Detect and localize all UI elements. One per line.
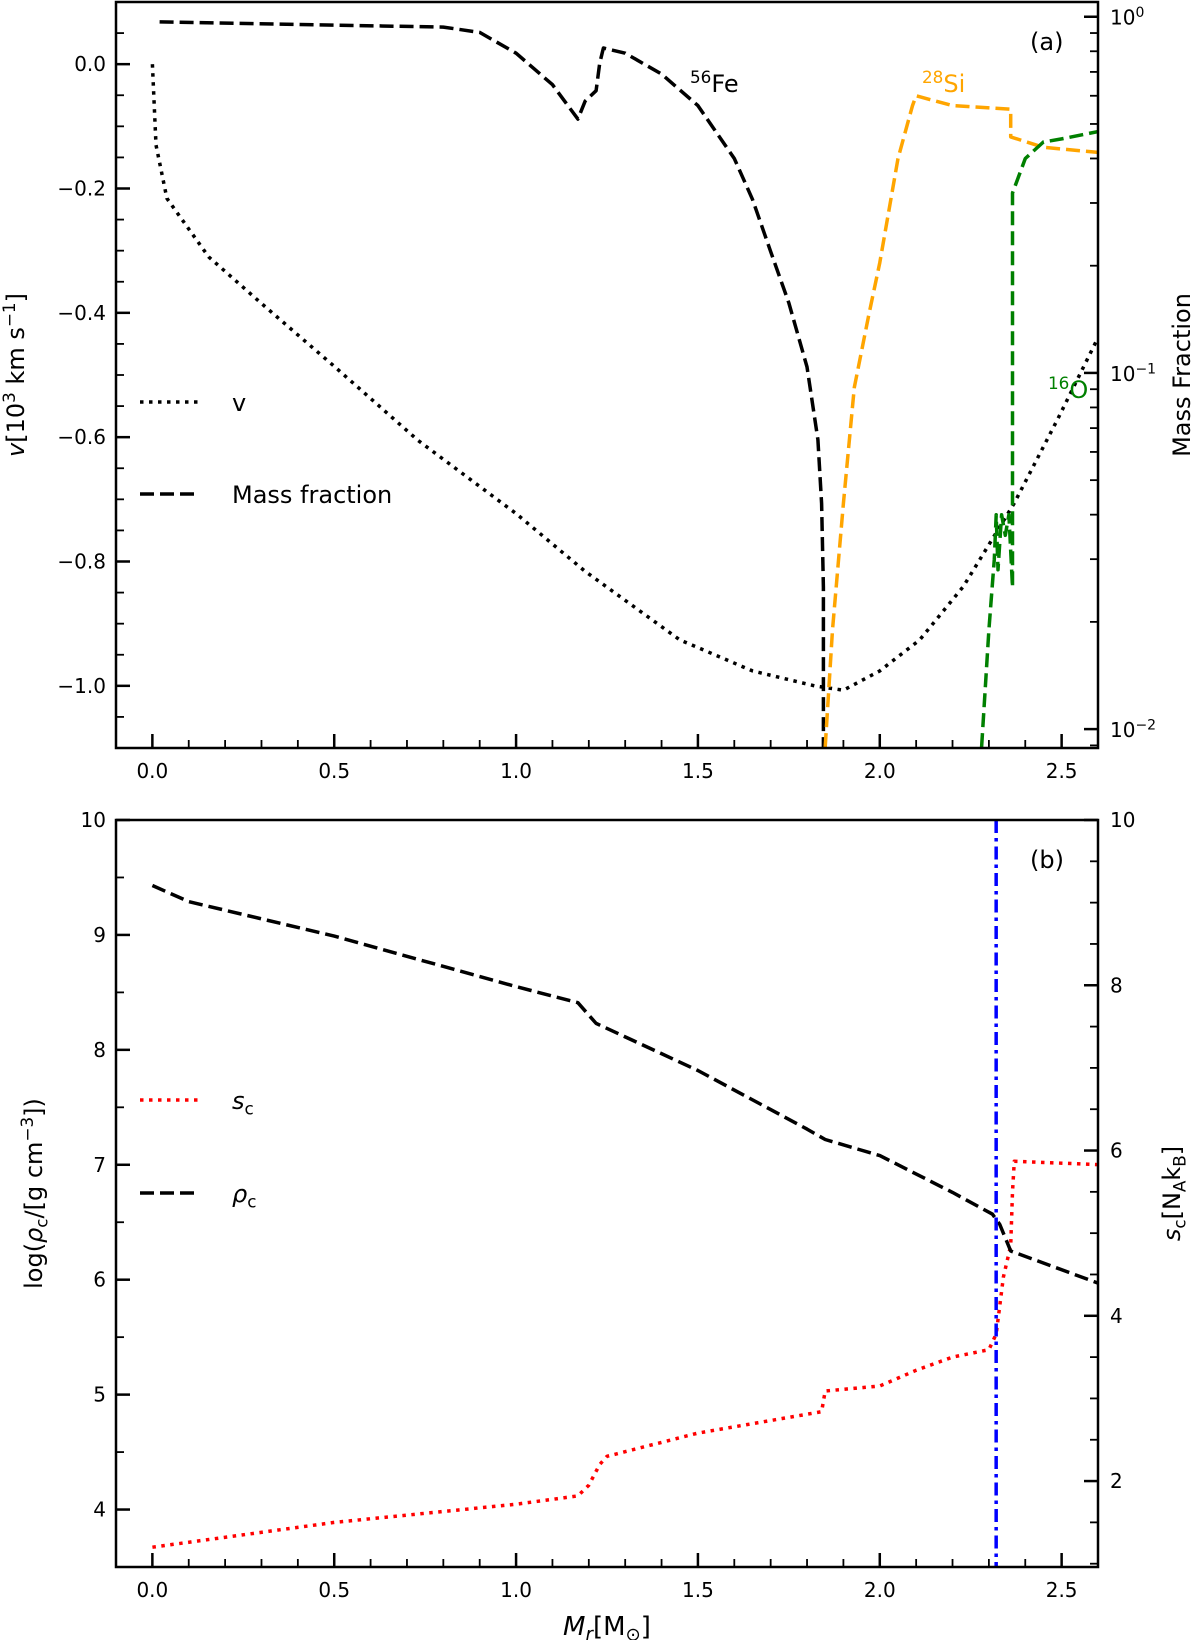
y-right-tick-label: 4	[1110, 1304, 1123, 1328]
y-right-tick-label: 6	[1110, 1139, 1123, 1163]
panel-a-velocity-mass-fraction: 0.0 0.5 1.0 1.5 2.0 2.5 0.0 −0.2 −0.4 −0.6 −0.8 −1.…	[0, 0, 1196, 783]
y-left-tick-label: 10	[81, 808, 106, 832]
x-tick-label: 1.0	[500, 1578, 532, 1602]
legend-label: sc	[232, 1087, 254, 1118]
y-right-tick-label: 2	[1110, 1469, 1123, 1493]
x-tick-label: 2.0	[864, 759, 896, 783]
panel-label: (a)	[1030, 28, 1063, 56]
y-right-tick-label: 10	[1110, 808, 1135, 832]
x-tick-label: 0.0	[136, 1578, 168, 1602]
plot-area	[151, 820, 1098, 1567]
series-line-o16	[979, 129, 1098, 748]
panel-label: (b)	[1030, 846, 1064, 874]
y-left-tick-label: 6	[93, 1268, 106, 1292]
annotation-label: 28Si	[922, 67, 965, 98]
x-axis-label: Mr[M⊙]	[563, 1612, 651, 1640]
x-tick-label: 1.5	[682, 759, 714, 783]
y-right-tick-label: 8	[1110, 973, 1123, 997]
x-tick-label: 2.5	[1046, 1578, 1078, 1602]
series-line-v	[150, 64, 1098, 692]
y-left-tick-label: −1.0	[57, 674, 106, 698]
y-left-axis-label: log(ρc/[g cm−3])	[17, 1098, 51, 1289]
y-right-axis-label: Mass Fraction	[1168, 293, 1196, 457]
x-tick-label: 2.0	[864, 1578, 896, 1602]
series-line-fe56	[159, 20, 826, 748]
y-left-tick-label: −0.6	[57, 425, 106, 449]
axes-frame	[114, 0, 1100, 750]
y-left-tick-label: 0.0	[74, 52, 106, 76]
y-left-tick-label: 4	[93, 1498, 106, 1522]
series-line-si28	[823, 94, 1098, 748]
y-left-tick-label: 5	[93, 1383, 106, 1407]
legend-label: Mass fraction	[232, 481, 392, 509]
x-tick-label: 1.0	[500, 759, 532, 783]
legend-label: v	[232, 389, 246, 417]
annotation-label: 16O	[1048, 373, 1088, 404]
plot-area	[150, 20, 1098, 748]
y-right-tick-label: 10−2	[1110, 718, 1156, 743]
y-left-tick-label: −0.4	[57, 301, 106, 325]
y-right-axis-label: sc[NAkB]	[1158, 1146, 1189, 1241]
y-left-tick-label: 8	[93, 1038, 106, 1062]
x-tick-label: 0.0	[136, 759, 168, 783]
y-right-tick-label: 10−1	[1110, 361, 1156, 386]
series-line-rho_c	[151, 883, 1098, 1285]
legend-label: ρc	[232, 1180, 256, 1211]
x-tick-label: 0.5	[318, 1578, 350, 1602]
panel-b-density-entropy: 0.0 0.5 1.0 1.5 2.0 2.5 Mr[M⊙] 4 5 6 7 8 9 10 2 4 6 8 10 lo…	[17, 808, 1189, 1640]
y-left-axis-label: v[103 km s−1]	[0, 293, 30, 457]
x-tick-label: 2.5	[1046, 759, 1078, 783]
y-right-tick-label: 100	[1110, 5, 1144, 30]
annotation-label: 56Fe	[690, 67, 739, 98]
series-line-s_c	[152, 1159, 1098, 1549]
y-left-tick-label: −0.2	[57, 177, 106, 201]
y-left-tick-label: 9	[93, 923, 106, 947]
x-tick-label: 0.5	[318, 759, 350, 783]
y-left-tick-label: 7	[93, 1153, 106, 1177]
x-tick-label: 1.5	[682, 1578, 714, 1602]
y-left-tick-label: −0.8	[57, 550, 106, 574]
axes-frame	[114, 818, 1100, 1569]
